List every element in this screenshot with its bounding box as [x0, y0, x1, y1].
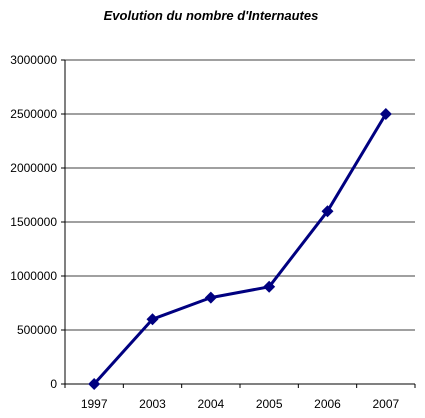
- y-tick-labels: 0 500000 1000000 1500000 2000000 2500000 30000…: [10, 53, 57, 391]
- chart-title: Evolution du nombre d'Internautes: [104, 8, 319, 23]
- x-tick-label: 2005: [256, 397, 283, 411]
- data-point: [204, 291, 217, 304]
- y-tick-label: 1500000: [10, 215, 57, 229]
- data-point: [379, 108, 392, 120]
- y-tick-label: 3000000: [10, 53, 57, 67]
- y-tick-label: 2500000: [10, 107, 57, 121]
- x-tick-labels: 1997 2003 2004 2005 2006 2007: [81, 397, 400, 411]
- x-tick-label: 2007: [372, 397, 399, 411]
- x-tick-label: 1997: [81, 397, 108, 411]
- x-tick-label: 2004: [197, 397, 224, 411]
- data-point: [321, 205, 334, 218]
- y-tick-label: 500000: [17, 323, 57, 337]
- series: [88, 108, 392, 390]
- axes: [61, 59, 416, 388]
- data-point: [263, 280, 276, 293]
- data-point: [88, 378, 101, 390]
- y-tick-label: 2000000: [10, 161, 57, 175]
- gridlines: [65, 59, 415, 331]
- y-tick-label: 0: [50, 377, 57, 391]
- data-point: [146, 313, 159, 326]
- x-tick-label: 2006: [314, 397, 341, 411]
- series-line: [93, 113, 388, 386]
- y-tick-label: 1000000: [10, 269, 57, 283]
- x-tick-label: 2003: [139, 397, 166, 411]
